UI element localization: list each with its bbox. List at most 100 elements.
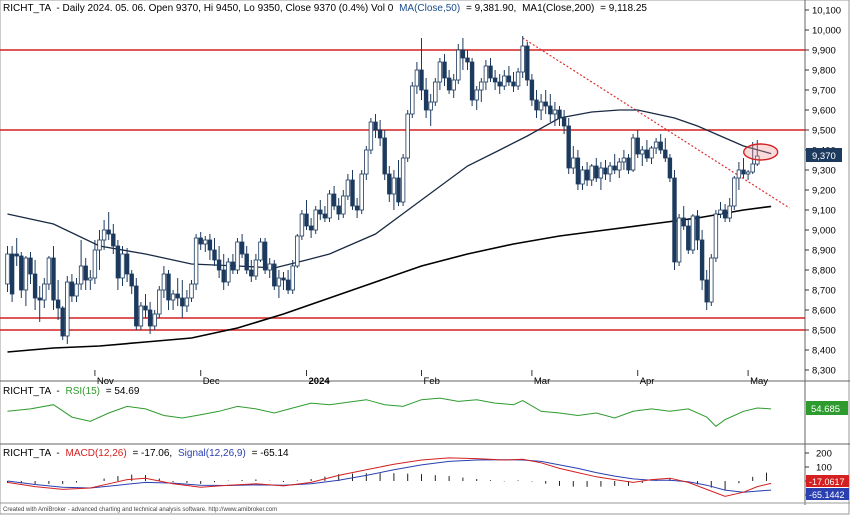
candle-body-down [561, 117, 567, 127]
candle-body-down [28, 257, 33, 275]
ma50-line [7, 109, 772, 269]
candle-body-up [437, 61, 443, 83]
candle [161, 266, 167, 298]
candle [230, 254, 236, 274]
candle-body-up [157, 289, 162, 315]
candle [359, 170, 364, 214]
candle [695, 210, 700, 250]
candle-body-up [299, 213, 305, 237]
candle-body-down [216, 259, 222, 271]
candle [285, 270, 291, 294]
candle [391, 170, 397, 210]
candle-body-up [598, 167, 604, 179]
macd-header-macd-label: MACD(12,26) [66, 448, 127, 459]
header-info: - Daily 2024. 05. 06. Open 9370, Hi 9450… [56, 3, 393, 14]
candle [451, 74, 456, 98]
candle [446, 70, 452, 94]
candle-body-up [65, 281, 70, 337]
price-tick-label: 10,100 [812, 6, 841, 17]
candle [120, 246, 125, 286]
month-label: Dec [203, 376, 220, 387]
candle-body-down [548, 105, 553, 115]
candle [290, 260, 295, 294]
candle-body-up [414, 69, 420, 87]
candle [249, 260, 254, 282]
macd-badge-bg [806, 475, 849, 487]
candle-body-up [78, 265, 84, 285]
candle-body-down [704, 279, 709, 303]
candle-body-down [129, 273, 134, 287]
macd-tick-label: 200 [816, 449, 832, 460]
candle-body-down [469, 61, 475, 101]
candle [299, 210, 305, 240]
price-tick-label: 9,100 [812, 206, 836, 217]
candle-body-up [589, 165, 594, 181]
candle-body-up [607, 165, 613, 175]
macd-pane [7, 457, 772, 497]
candle [676, 214, 682, 266]
candle [97, 230, 102, 270]
candle-body-down [262, 241, 268, 271]
candle [193, 234, 199, 290]
price-tick-label: 9,300 [812, 166, 836, 177]
candle-body-down [249, 269, 254, 277]
candle-body-down [69, 281, 75, 297]
candle-body-down [115, 245, 121, 279]
highlight-ellipse-shape [743, 143, 779, 161]
candle-body-up [161, 273, 167, 291]
candle-body-up [580, 169, 585, 185]
candle-body-down [83, 265, 88, 281]
price-tick-label: 8,900 [812, 246, 836, 257]
signal-badge-text: -65.1442 [809, 490, 845, 500]
signal-badge-bg [806, 488, 849, 500]
header-symbol: RICHT_TA [3, 3, 51, 14]
candle [221, 254, 226, 290]
candle [617, 158, 622, 178]
candle [575, 150, 581, 190]
candle-body-up [391, 177, 397, 195]
candle-body-up [750, 163, 755, 173]
candle-body-down [497, 81, 502, 87]
main-header: RICHT_TA - Daily 2024. 05. 06. Open 9370… [3, 3, 647, 14]
candle-body-up [42, 283, 47, 301]
candle-body-up [92, 249, 98, 279]
candle-body-down [534, 99, 539, 111]
price-tick-label: 9,800 [812, 66, 836, 77]
candle-body-down [525, 45, 530, 81]
price-tick-label: 10,000 [812, 26, 841, 37]
candle-body-down [511, 81, 516, 87]
month-label: Mar [534, 376, 550, 387]
candle-body-down [281, 277, 286, 281]
candle [175, 278, 180, 306]
candle-body-up [456, 49, 461, 81]
candle-body-up [313, 209, 318, 231]
candle [207, 234, 213, 260]
candle-body-up [184, 297, 190, 307]
ma200-line [7, 205, 772, 353]
candle [456, 44, 461, 84]
candle [281, 272, 286, 290]
candle-body-up [170, 293, 176, 301]
candle-body-up [732, 177, 737, 207]
candle [460, 38, 466, 70]
candle-body-up [709, 257, 714, 303]
candle-body-down [134, 285, 139, 327]
price-axis: 8,300 8,400 8,500 8,600 8,700 8,800 8,900 9,000… [805, 6, 841, 377]
candle-body-up [451, 79, 456, 91]
candle-body-down [147, 309, 153, 327]
candle-body-up [690, 215, 696, 251]
candle-body-down [442, 61, 447, 79]
candle-body-down [318, 209, 323, 215]
candle-body-down [373, 121, 378, 131]
rsi-header-symbol: RICHT_TA [3, 386, 51, 397]
date-axis: Nov Dec 2024 Feb Mar Apr May [94, 370, 768, 387]
last-price-badge: 9,370 [806, 148, 842, 162]
rsi-header-indicator: RSI(15) [66, 386, 100, 397]
candle-body-up [295, 235, 300, 267]
candle-body-down [106, 229, 111, 235]
candle [267, 258, 272, 278]
candle [699, 230, 705, 290]
candle-body-down [506, 75, 512, 83]
